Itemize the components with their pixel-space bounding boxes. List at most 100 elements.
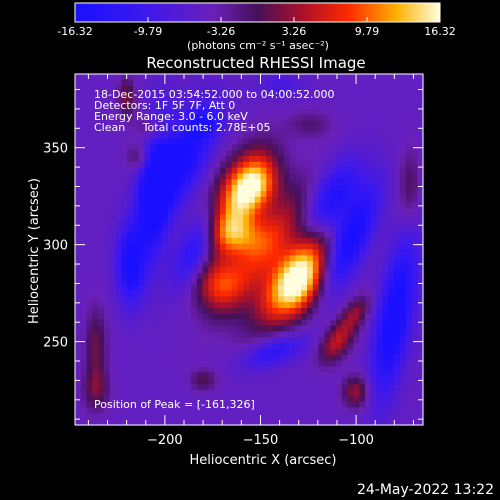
heatmap-cell <box>324 173 331 180</box>
heatmap-cell <box>399 249 407 256</box>
heatmap-cell <box>359 267 366 274</box>
heatmap-cell <box>382 389 389 397</box>
heatmap-cell <box>365 360 372 368</box>
heatmap-cell <box>173 155 180 163</box>
heatmap-cell <box>336 191 343 198</box>
heatmap-cell <box>341 343 349 350</box>
heatmap-cell <box>121 214 128 221</box>
heatmap-cell <box>318 290 325 297</box>
heatmap-cell <box>318 337 325 344</box>
heatmap-cell <box>185 331 192 338</box>
heatmap-cell <box>104 407 111 414</box>
heatmap-cell <box>341 114 349 122</box>
heatmap-cell <box>370 267 378 274</box>
heatmap-cell <box>98 161 105 169</box>
heatmap-cell <box>405 360 412 368</box>
heatmap-cell <box>231 384 238 391</box>
heatmap-cell <box>376 208 383 215</box>
heatmap-cell <box>225 114 233 122</box>
heatmap-cell <box>283 126 291 134</box>
heatmap-cell <box>243 97 250 104</box>
heatmap-cell <box>301 214 308 221</box>
heatmap-cell <box>266 173 273 180</box>
heatmap-cell <box>237 308 244 315</box>
heatmap-cell <box>417 419 424 426</box>
heatmap-cell <box>109 173 117 180</box>
heatmap-cell <box>359 249 366 256</box>
heatmap-cell <box>330 237 337 245</box>
heatmap-cell <box>185 255 192 262</box>
heatmap-cell <box>179 202 186 210</box>
heatmap-cell <box>370 272 378 280</box>
heatmap-cell <box>347 167 354 175</box>
heatmap-cell <box>365 214 372 221</box>
heatmap-cell <box>278 109 285 116</box>
heatmap-cell <box>150 243 157 251</box>
heatmap-cell <box>249 261 256 268</box>
heatmap-cell <box>86 401 93 409</box>
heatmap-cell <box>295 249 302 256</box>
heatmap-cell <box>260 214 267 221</box>
heatmap-cell <box>347 384 354 391</box>
heatmap-cell <box>266 226 273 233</box>
heatmap-cell <box>133 267 140 274</box>
heatmap-cell <box>307 284 314 292</box>
heatmap-cell <box>214 372 221 379</box>
heatmap-cell <box>278 150 285 157</box>
heatmap-cell <box>417 237 424 245</box>
heatmap-cell <box>115 278 122 286</box>
heatmap-cell <box>376 360 383 368</box>
heatmap-cell <box>405 74 412 81</box>
heatmap-cell <box>231 109 238 116</box>
heatmap-cell <box>249 331 256 338</box>
heatmap-cell <box>399 243 407 251</box>
heatmap-cell <box>295 173 302 180</box>
heatmap-cell <box>109 413 117 420</box>
heatmap-cell <box>115 337 122 344</box>
heatmap-cell <box>330 395 337 403</box>
heatmap-cell <box>353 214 360 221</box>
heatmap-cell <box>341 302 349 309</box>
heatmap-cell <box>225 120 233 128</box>
heatmap-cell <box>162 331 169 338</box>
heatmap-cell <box>75 255 82 262</box>
heatmap-cell <box>104 114 111 122</box>
heatmap-cell <box>417 296 424 303</box>
heatmap-cell <box>214 395 221 403</box>
heatmap-cell <box>133 173 140 180</box>
heatmap-cell <box>98 109 105 116</box>
heatmap-cell <box>138 302 146 309</box>
heatmap-cell <box>376 120 383 128</box>
heatmap-cell <box>150 208 157 215</box>
heatmap-cell <box>365 167 372 175</box>
heatmap-cell <box>405 79 412 87</box>
heatmap-cell <box>185 308 192 315</box>
heatmap-cell <box>330 202 337 210</box>
heatmap-cell <box>249 202 256 210</box>
heatmap-cell <box>353 231 360 239</box>
heatmap-cell <box>185 360 192 368</box>
heatmap-cell <box>162 378 169 385</box>
heatmap-cell <box>376 161 383 169</box>
heatmap-cell <box>307 214 314 221</box>
heatmap-cell <box>394 226 401 233</box>
heatmap-cell <box>411 220 418 227</box>
heatmap-cell <box>324 237 331 245</box>
heatmap-cell <box>138 267 146 274</box>
heatmap-cell <box>75 220 82 227</box>
heatmap-cell <box>411 290 418 297</box>
heatmap-cell <box>301 319 308 327</box>
heatmap-cell <box>208 85 215 93</box>
heatmap-cell <box>138 272 146 280</box>
heatmap-cell <box>109 226 117 233</box>
heatmap-cell <box>144 155 151 163</box>
heatmap-cell <box>312 97 320 104</box>
heatmap-cell <box>208 161 215 169</box>
heatmap-cell <box>196 114 204 122</box>
heatmap-cell <box>156 161 163 169</box>
heatmap-cell <box>115 237 122 245</box>
heatmap-cell <box>370 419 378 426</box>
heatmap-cell <box>353 313 360 321</box>
heatmap-cell <box>295 378 302 385</box>
heatmap-cell <box>336 126 343 134</box>
